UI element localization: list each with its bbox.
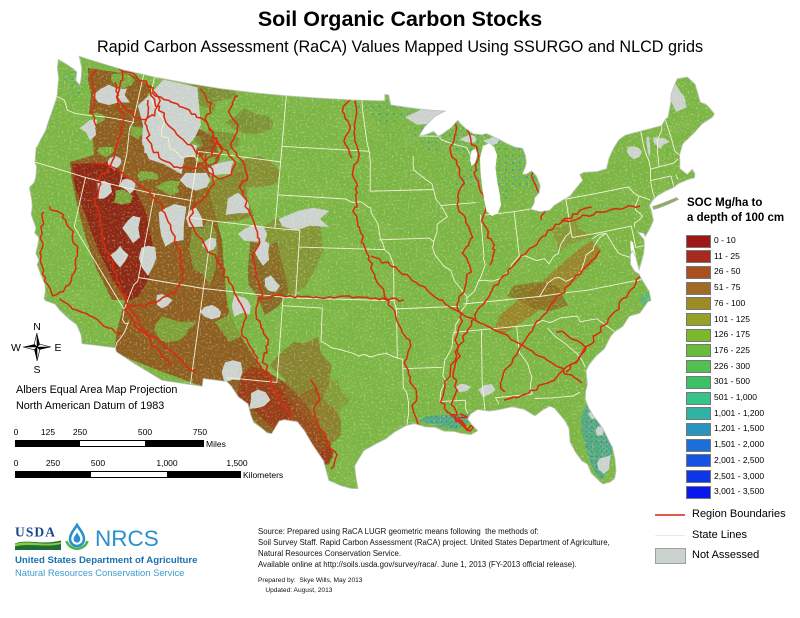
svg-text:NRCS: NRCS — [95, 526, 159, 551]
svg-text:W: W — [11, 342, 21, 354]
svg-text:S: S — [33, 364, 40, 376]
svg-text:USDA: USDA — [15, 525, 55, 540]
svg-text:N: N — [33, 321, 41, 333]
svg-text:E: E — [54, 342, 61, 354]
